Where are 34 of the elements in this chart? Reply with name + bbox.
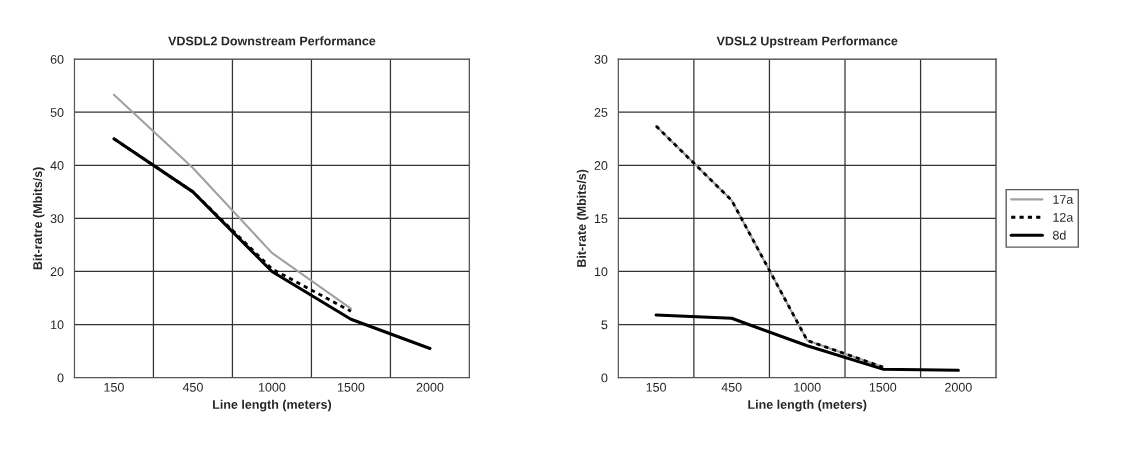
legend-label: 8d	[1052, 230, 1066, 240]
x-tick-label: 2000	[416, 382, 444, 392]
y-tick-label: 0	[57, 373, 64, 383]
x-tick-label: 150	[104, 382, 124, 392]
x-tick-label: 450	[721, 382, 742, 392]
y-tick-label: 50	[50, 108, 64, 117]
y-tick-label: 60	[50, 54, 64, 64]
x-axis-title: Line length (meters)	[748, 399, 867, 412]
y-tick-label: 30	[50, 214, 64, 224]
y-tick-label: 10	[51, 320, 64, 330]
y-tick-label: 30	[594, 54, 608, 64]
x-tick-label: 450	[182, 382, 203, 392]
line-series	[112, 93, 352, 310]
x-axis-title: Line length (meters)	[213, 399, 332, 412]
y-tick-label: 20	[594, 161, 608, 170]
y-axis-title: Bit-ratre (Mbits/s)	[32, 167, 45, 270]
y-tick-label: 5	[601, 320, 608, 330]
y-tick-label: 15	[594, 214, 608, 224]
x-tick-label: 2000	[945, 382, 972, 392]
x-tick-label: 1500	[337, 382, 365, 392]
y-axis-title: Bit-rate (Mbits/s)	[576, 169, 589, 267]
chart-title: VDSDL2 Downstream Performance	[168, 36, 376, 46]
x-tick-label: 150	[646, 382, 667, 392]
y-tick-label: 25	[594, 108, 608, 117]
chart-title: VDSL2 Upstream Performance	[716, 36, 898, 48]
y-tick-label: 10	[594, 267, 608, 277]
x-tick-label: 1000	[794, 382, 821, 392]
x-tick-label: 1000	[258, 382, 286, 392]
y-tick-label: 0	[601, 373, 608, 383]
legend-label: 12a	[1053, 212, 1074, 222]
y-tick-label: 20	[50, 267, 64, 277]
y-tick-label: 40	[50, 161, 64, 170]
legend-label: 17a	[1053, 195, 1074, 204]
x-tick-label: 1500	[869, 382, 897, 392]
